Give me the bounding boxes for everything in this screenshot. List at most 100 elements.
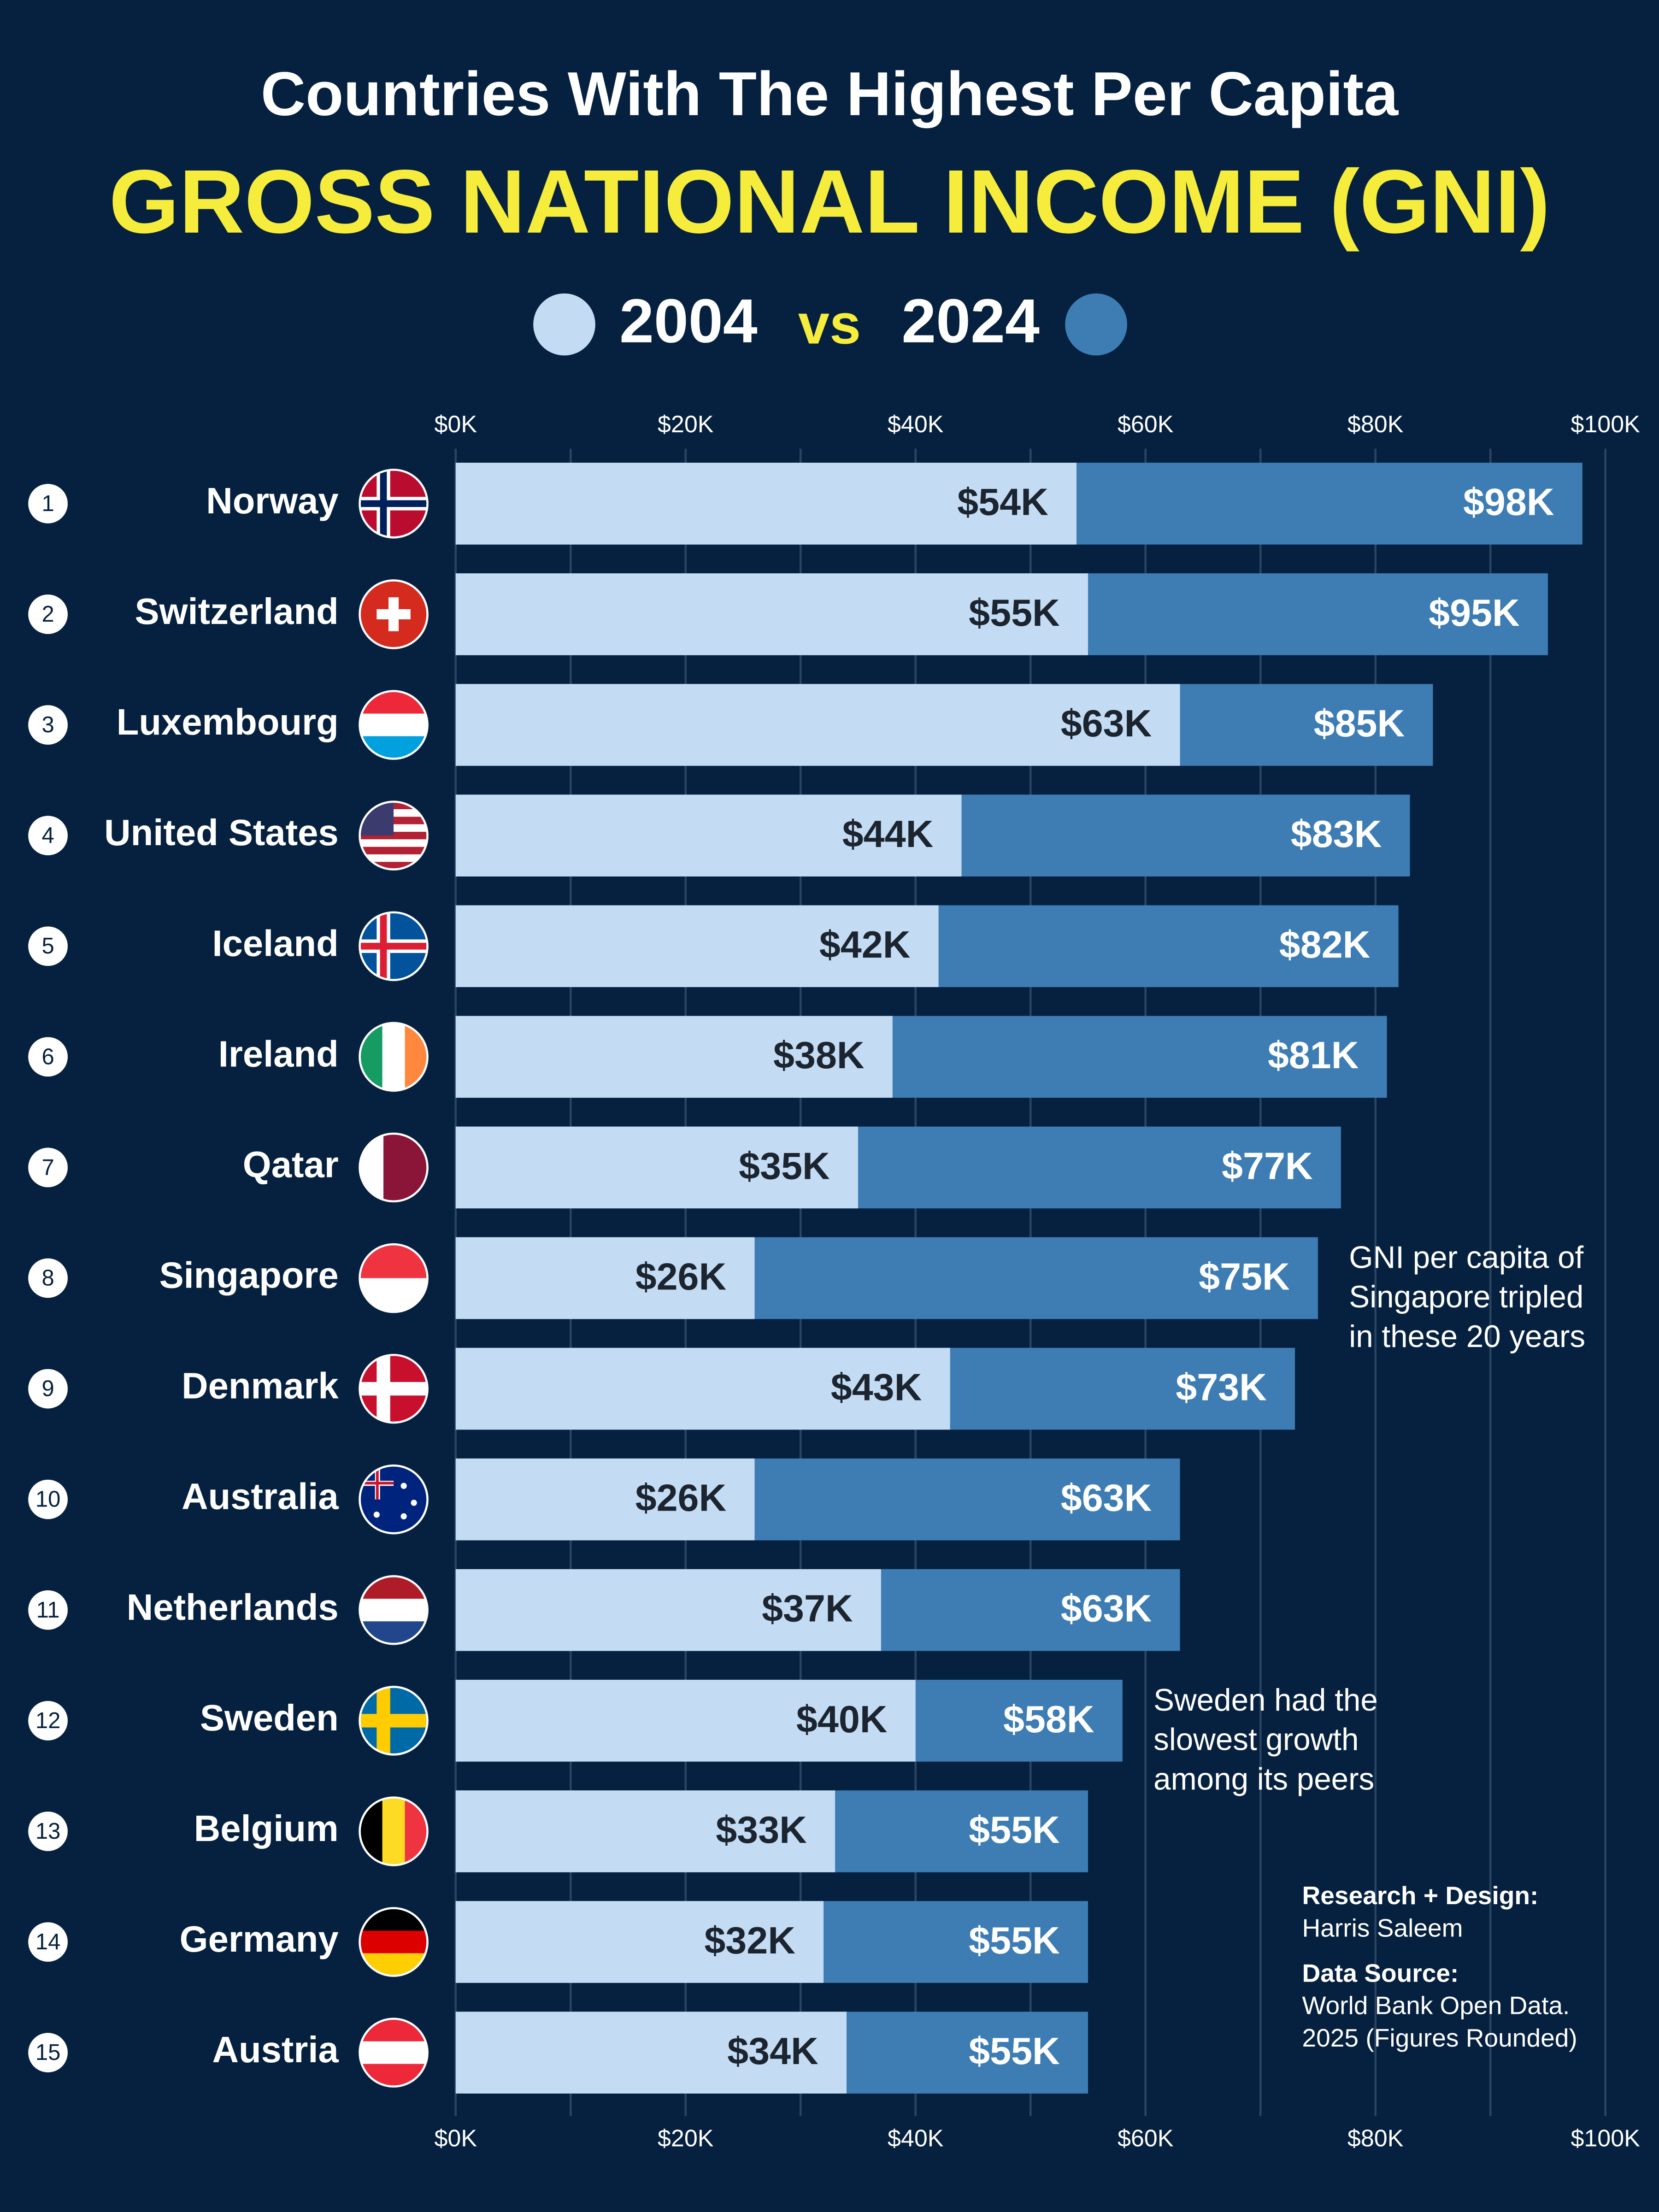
bar <box>455 573 1088 655</box>
value-label: $55K <box>969 591 1060 634</box>
rank-badge <box>28 1037 68 1077</box>
rank-label: 1 <box>41 491 54 516</box>
bar <box>455 1790 835 1872</box>
flag-part <box>359 847 428 855</box>
flag-border <box>359 1353 429 1424</box>
flag-part <box>359 854 428 863</box>
value-label: $42K <box>819 923 911 966</box>
flag-part <box>359 1382 428 1396</box>
rank-label: 11 <box>36 1598 60 1623</box>
y-tick-label: United States <box>104 812 339 853</box>
x-tick-label: $80K <box>1347 2125 1404 2152</box>
value-label: $35K <box>739 1144 830 1187</box>
rank-badge <box>28 1701 68 1741</box>
flag-star <box>411 1500 417 1506</box>
flag <box>359 1465 428 1534</box>
chart-title: Countries With The Highest Per Capita <box>261 59 1399 129</box>
y-tick-label: Ireland <box>218 1033 339 1074</box>
flag-border <box>359 1575 429 1645</box>
bar <box>455 1901 824 1983</box>
flag-border <box>359 1243 429 1313</box>
flag-part <box>359 1482 394 1485</box>
value-label: $98K <box>1463 481 1554 524</box>
x-tick-label: $80K <box>1347 411 1404 438</box>
value-label: $63K <box>1061 1587 1152 1630</box>
rank-label: 12 <box>35 1708 60 1733</box>
rank-label: 13 <box>35 1819 60 1844</box>
annotation: slowest growth <box>1153 1723 1359 1757</box>
x-tick-label: $0K <box>434 2125 477 2152</box>
y-tick-label: Australia <box>182 1476 339 1517</box>
value-label: $54K <box>957 481 1048 524</box>
y-tick-label: Belgium <box>194 1808 339 1849</box>
bar <box>455 1458 755 1541</box>
rank-badge <box>28 594 68 634</box>
flag-part <box>359 942 428 950</box>
flag-star <box>400 1513 407 1520</box>
flag-star <box>373 1512 380 1518</box>
y-tick-label: Netherlands <box>127 1587 339 1628</box>
rank-label: 15 <box>35 2040 60 2065</box>
rank-badge <box>28 1922 68 1962</box>
legend-joiner: vs <box>798 293 861 356</box>
credit-line: 2025 (Figures Rounded) <box>1302 2024 1577 2052</box>
annotation: in these 20 years <box>1349 1319 1585 1354</box>
bar <box>455 1016 893 1098</box>
x-tick-label: $60K <box>1118 2125 1174 2152</box>
flag-part <box>359 839 428 848</box>
flag-part <box>359 2041 428 2065</box>
rank-label: 10 <box>35 1487 60 1512</box>
flag <box>359 580 428 648</box>
flag <box>359 470 428 538</box>
credit-line: Harris Saleem <box>1302 1913 1463 1942</box>
value-label: $34K <box>727 2030 818 2072</box>
value-label: $33K <box>716 1808 807 1851</box>
y-tick-label: Qatar <box>243 1144 339 1185</box>
value-label: $32K <box>704 1919 795 1962</box>
rank-badge <box>28 2033 68 2072</box>
value-label: $77K <box>1222 1144 1313 1187</box>
bar <box>455 1680 916 1762</box>
value-label: $75K <box>1199 1255 1290 1298</box>
rank-badge <box>28 1258 68 1298</box>
flag <box>359 1355 428 1423</box>
bar <box>455 684 1180 766</box>
y-tick-label: Iceland <box>212 923 338 964</box>
x-tick-label: $40K <box>888 2125 944 2152</box>
bar <box>455 1237 755 1319</box>
flag <box>359 1687 428 1755</box>
value-label: $55K <box>969 1919 1060 1962</box>
y-tick-label: Sweden <box>200 1697 339 1738</box>
flag-border <box>359 1907 429 1977</box>
bar <box>455 1569 881 1651</box>
value-label: $43K <box>831 1365 922 1408</box>
rank-label: 14 <box>35 1930 60 1954</box>
rank-label: 3 <box>41 712 54 737</box>
rank-label: 6 <box>41 1044 54 1069</box>
value-label: $73K <box>1176 1365 1267 1408</box>
value-label: $55K <box>969 2030 1060 2072</box>
y-tick-label: Denmark <box>182 1365 339 1406</box>
y-tick-label: Austria <box>212 2029 339 2070</box>
flag-border <box>359 1022 429 1092</box>
flag-part <box>382 1797 406 1865</box>
legend-label: 2004 <box>619 286 758 356</box>
value-label: $85K <box>1314 702 1405 745</box>
x-tick-label: $100K <box>1571 2125 1640 2152</box>
bar <box>455 463 1077 545</box>
rank-badge <box>28 1590 68 1630</box>
rank-badge <box>28 1147 68 1188</box>
credit-line: World Bank Open Data. <box>1302 1991 1570 2020</box>
rank-badge <box>28 816 68 855</box>
flag-border <box>359 800 429 871</box>
x-tick-label: $20K <box>658 411 714 438</box>
bar <box>455 1347 950 1430</box>
y-tick-label: Germany <box>180 1918 339 1959</box>
flag-part <box>359 713 428 737</box>
value-label: $26K <box>635 1255 727 1298</box>
y-tick-label: Luxembourg <box>117 701 339 742</box>
flag-part <box>359 1930 428 1954</box>
flag <box>359 912 428 980</box>
value-label: $38K <box>773 1034 865 1077</box>
